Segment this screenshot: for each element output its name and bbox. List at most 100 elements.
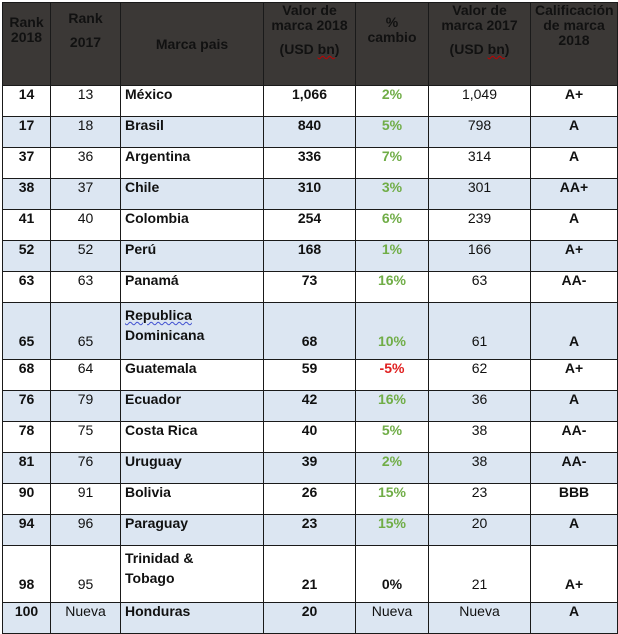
country-cell: Perú: [120, 240, 264, 272]
table-row: 14 13 México 1,066 2% 1,049 A+: [2, 85, 618, 117]
rating-cell: AA-: [530, 271, 618, 303]
value-2017-cell: 23: [428, 483, 531, 515]
country-cell: Bolivia: [120, 483, 264, 515]
rank-2018-cell: 76: [2, 390, 51, 422]
rank-2017-cell: 91: [50, 483, 121, 515]
header-country: Marca pais: [120, 2, 264, 86]
value-2018-cell: 1,066: [263, 85, 356, 117]
rank-2017-cell: 76: [50, 452, 121, 484]
header-value-2017: Valor de marca 2017 (USD bn): [428, 2, 531, 86]
table-row: 90 91 Bolivia 26 15% 23 BBB: [2, 483, 618, 515]
rank-2017-cell: 95: [50, 545, 121, 603]
value-2017-cell: 314: [428, 147, 531, 179]
rating-cell: A+: [530, 545, 618, 603]
table-row: 68 64 Guatemala 59 -5% 62 A+: [2, 359, 618, 391]
value-2018-cell: 21: [263, 545, 356, 603]
rank-2018-cell: 94: [2, 514, 51, 546]
rating-cell: A+: [530, 359, 618, 391]
rank-2018-cell: 38: [2, 178, 51, 210]
rating-cell: A+: [530, 240, 618, 272]
pct-change-cell: 6%: [355, 209, 429, 241]
rank-2017-cell: 18: [50, 116, 121, 148]
country-cell: Trinidad & Tobago: [120, 545, 264, 603]
header-rank-2018: Rank 2018: [2, 2, 51, 86]
rank-2018-cell: 37: [2, 147, 51, 179]
table-row: 52 52 Perú 168 1% 166 A+: [2, 240, 618, 272]
pct-change-cell: 5%: [355, 421, 429, 453]
rank-2018-cell: 17: [2, 116, 51, 148]
rank-2017-cell: 79: [50, 390, 121, 422]
rank-2017-cell: 96: [50, 514, 121, 546]
table-row: 63 63 Panamá 73 16% 63 AA-: [2, 271, 618, 303]
table-row: 98 95 Trinidad & Tobago 21 0% 21 A+: [2, 545, 618, 603]
rank-2017-cell: 36: [50, 147, 121, 179]
value-2017-cell: 798: [428, 116, 531, 148]
rank-2018-cell: 41: [2, 209, 51, 241]
value-2017-cell: 38: [428, 421, 531, 453]
value-2017-cell: 38: [428, 452, 531, 484]
table-row: 94 96 Paraguay 23 15% 20 A: [2, 514, 618, 546]
value-2017-cell: 239: [428, 209, 531, 241]
rank-2017-cell: Nueva: [50, 602, 121, 634]
header-row: Rank 2018 Rank 2017 Marca pais Valor de …: [2, 2, 618, 86]
pct-change-cell: 5%: [355, 116, 429, 148]
value-2017-cell: 20: [428, 514, 531, 546]
value-2018-cell: 336: [263, 147, 356, 179]
rating-cell: A: [530, 116, 618, 148]
pct-change-cell: 15%: [355, 483, 429, 515]
country-cell: Brasil: [120, 116, 264, 148]
country-cell: Guatemala: [120, 359, 264, 391]
pct-change-cell: -5%: [355, 359, 429, 391]
rank-2018-cell: 52: [2, 240, 51, 272]
header-rating: Calificación de marca 2018: [530, 2, 618, 86]
country-cell: Colombia: [120, 209, 264, 241]
rating-cell: A: [530, 602, 618, 634]
header-rank-2017: Rank 2017: [50, 2, 121, 86]
rating-cell: A: [530, 514, 618, 546]
table-row: 100 Nueva Honduras 20 Nueva Nueva A: [2, 602, 618, 634]
rank-2018-cell: 65: [2, 302, 51, 360]
rating-cell: A: [530, 209, 618, 241]
table-row: 37 36 Argentina 336 7% 314 A: [2, 147, 618, 179]
rank-2018-cell: 90: [2, 483, 51, 515]
value-2018-cell: 254: [263, 209, 356, 241]
country-cell: Argentina: [120, 147, 264, 179]
rank-2017-cell: 64: [50, 359, 121, 391]
rank-2018-cell: 100: [2, 602, 51, 634]
country-cell: México: [120, 85, 264, 117]
country-cell: Republica Dominicana: [120, 302, 264, 360]
rating-cell: A: [530, 390, 618, 422]
pct-change-cell: 10%: [355, 302, 429, 360]
rating-cell: A: [530, 302, 618, 360]
table-row: 81 76 Uruguay 39 2% 38 AA-: [2, 452, 618, 484]
table-row: 65 65 Republica Dominicana 68 10% 61 A: [2, 302, 618, 360]
rank-2017-cell: 40: [50, 209, 121, 241]
pct-change-cell: 16%: [355, 390, 429, 422]
value-2017-cell: Nueva: [428, 602, 531, 634]
pct-change-cell: 0%: [355, 545, 429, 603]
rating-cell: BBB: [530, 483, 618, 515]
value-2017-cell: 62: [428, 359, 531, 391]
value-2018-cell: 168: [263, 240, 356, 272]
country-cell: Costa Rica: [120, 421, 264, 453]
value-2017-cell: 61: [428, 302, 531, 360]
pct-change-cell: 15%: [355, 514, 429, 546]
value-2018-cell: 26: [263, 483, 356, 515]
country-cell: Paraguay: [120, 514, 264, 546]
rank-2017-cell: 52: [50, 240, 121, 272]
rating-cell: A: [530, 147, 618, 179]
pct-change-cell: Nueva: [355, 602, 429, 634]
value-2017-cell: 36: [428, 390, 531, 422]
rating-cell: AA-: [530, 452, 618, 484]
header-value-2018: Valor de marca 2018 (USD bn): [263, 2, 356, 86]
value-2018-cell: 42: [263, 390, 356, 422]
value-2017-cell: 21: [428, 545, 531, 603]
country-cell: Uruguay: [120, 452, 264, 484]
value-2018-cell: 20: [263, 602, 356, 634]
rating-cell: AA-: [530, 421, 618, 453]
value-2018-cell: 39: [263, 452, 356, 484]
value-2018-cell: 59: [263, 359, 356, 391]
value-2017-cell: 301: [428, 178, 531, 210]
country-cell: Honduras: [120, 602, 264, 634]
